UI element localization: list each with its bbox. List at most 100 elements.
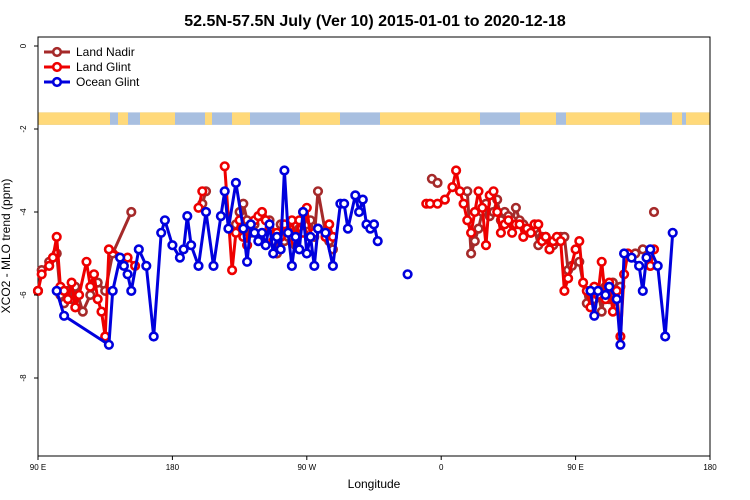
data-point (350, 190, 361, 201)
data-point (275, 244, 286, 255)
data-point (447, 182, 458, 193)
data-point (592, 285, 604, 297)
data-point (70, 302, 81, 313)
data-point (637, 285, 648, 297)
y-axis: 0 -2 -4 -6 -8 (19, 43, 38, 382)
data-point (148, 331, 159, 342)
map-strip-land (300, 112, 340, 125)
data-point (615, 339, 626, 350)
data-point (66, 277, 77, 288)
data-point (92, 294, 103, 305)
x-tick-label: 90 E (567, 463, 583, 472)
x-axis: 90 E 180 90 W 0 90 E 180 (30, 456, 717, 472)
y-tick-label: -8 (19, 374, 28, 382)
data-point (667, 227, 678, 238)
legend-item: Land Glint (44, 60, 131, 74)
data-point (462, 215, 473, 226)
data-point (264, 219, 275, 230)
data-point (126, 206, 137, 218)
map-strip-land (232, 112, 250, 125)
data-point (283, 227, 294, 238)
data-point (372, 236, 383, 247)
plot-frame (37, 36, 711, 457)
data-point (492, 206, 503, 218)
data-point (208, 260, 219, 272)
data-point (215, 211, 226, 222)
data-point (167, 240, 178, 251)
data-point (256, 227, 268, 238)
map-strip-land (520, 112, 556, 125)
data-point (473, 223, 484, 234)
x-tick-label: 90 W (297, 463, 316, 472)
data-point (230, 227, 241, 238)
data-point (503, 215, 514, 226)
data-point (118, 260, 129, 272)
x-tick-label: 180 (166, 463, 180, 472)
series-ocean-glint (51, 165, 678, 350)
data-point (641, 252, 652, 263)
data-point (439, 194, 451, 205)
map-strip (38, 112, 710, 125)
data-point (544, 244, 555, 255)
data-point (633, 260, 645, 272)
data-point (458, 198, 469, 209)
data-point (103, 244, 114, 255)
map-strip-land (38, 112, 110, 125)
data-point (230, 177, 241, 188)
legend-item: Land Nadir (44, 45, 135, 59)
data-point (219, 186, 230, 197)
data-point (77, 306, 88, 317)
data-point (562, 273, 574, 284)
data-point (660, 331, 671, 342)
y-axis-label: XCO2 - MLO trend (ppm) (0, 179, 13, 314)
data-point (368, 219, 380, 230)
data-point (268, 248, 279, 259)
data-point (256, 206, 268, 218)
data-point (488, 186, 499, 197)
data-point (290, 231, 301, 242)
data-point (525, 227, 536, 238)
data-point (36, 269, 47, 280)
data-point (174, 252, 185, 263)
data-point (62, 294, 73, 305)
x-tick-label: 0 (439, 463, 444, 472)
data-point (607, 306, 619, 317)
data-point (432, 177, 443, 188)
data-point (238, 223, 249, 234)
legend-label: Land Glint (76, 60, 131, 74)
data-point (88, 269, 100, 280)
data-point (533, 219, 544, 230)
data-point (103, 339, 114, 350)
x-tick-label: 180 (703, 463, 717, 472)
data-point (451, 165, 462, 176)
data-point (305, 231, 316, 242)
map-strip-land (380, 112, 480, 125)
y-tick-label: -4 (19, 208, 28, 216)
data-point (294, 244, 305, 255)
data-point (324, 219, 335, 230)
map-strip-land (118, 112, 128, 125)
y-tick-label: 0 (19, 43, 28, 48)
data-point (279, 165, 290, 176)
data-point (260, 240, 271, 251)
data-point (114, 252, 126, 263)
data-point (141, 260, 152, 272)
data-point (245, 219, 256, 230)
data-point (320, 227, 331, 238)
data-point (466, 227, 477, 238)
data-point (510, 202, 522, 213)
data-point (107, 285, 118, 297)
data-point (223, 223, 234, 234)
x-axis-label: Longitude (348, 477, 401, 491)
y-tick-label: -6 (19, 291, 28, 299)
data-point (339, 198, 350, 209)
data-point (469, 236, 480, 247)
series-layer (32, 161, 678, 350)
data-point (197, 186, 208, 197)
data-point (432, 198, 443, 209)
data-point (354, 206, 365, 218)
data-point (604, 281, 615, 292)
data-point (32, 285, 44, 297)
legend-marker (51, 46, 63, 58)
